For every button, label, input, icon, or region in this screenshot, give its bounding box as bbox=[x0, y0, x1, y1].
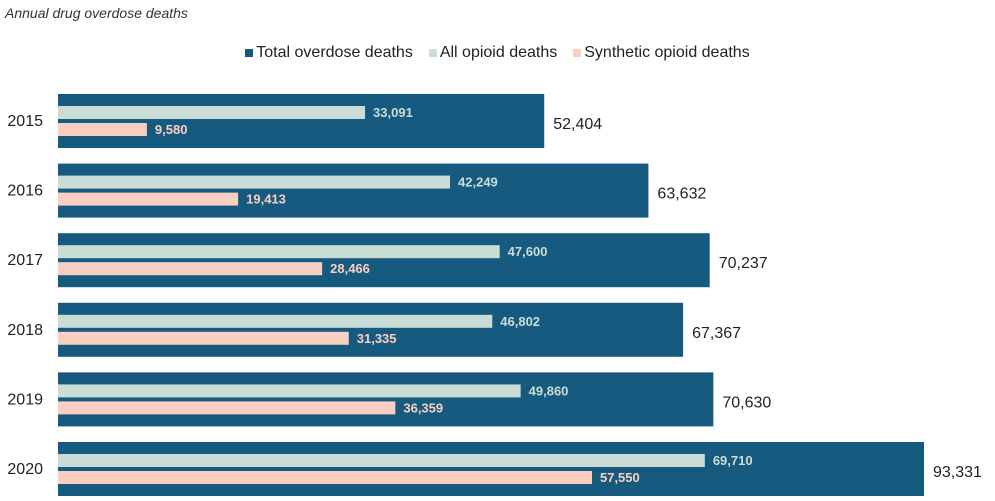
bar-all-opioid-2017 bbox=[58, 245, 500, 259]
legend-swatch-total bbox=[245, 49, 254, 57]
bar-total-2016 bbox=[58, 163, 649, 218]
data-label-all-opioid-2015: 33,091 bbox=[373, 105, 413, 120]
data-label-total-2015: 52,404 bbox=[553, 116, 602, 133]
y-tick-label-2017: 2017 bbox=[7, 252, 43, 269]
bar-all-opioid-2015 bbox=[58, 106, 366, 119]
bar-all-opioid-2016 bbox=[58, 175, 451, 189]
data-label-all-opioid-2019: 49,860 bbox=[529, 383, 569, 398]
data-label-synthetic-2018: 31,335 bbox=[357, 331, 397, 346]
bar-all-opioid-2018 bbox=[58, 314, 493, 328]
chart-title: Annual drug overdose deaths bbox=[5, 5, 188, 21]
data-label-synthetic-2015: 9,580 bbox=[155, 122, 188, 137]
bar-total-2018 bbox=[58, 302, 684, 357]
legend-label-all-opioid: All opioid deaths bbox=[439, 44, 558, 61]
data-label-total-2016: 63,632 bbox=[657, 186, 706, 203]
bar-total-2020 bbox=[58, 442, 924, 496]
y-tick-label-2016: 2016 bbox=[7, 183, 43, 200]
data-label-all-opioid-2018: 46,802 bbox=[500, 314, 540, 329]
legend-item-total: Total overdose deaths bbox=[245, 44, 413, 62]
bar-synthetic-2017 bbox=[58, 262, 323, 276]
y-tick-label-2020: 2020 bbox=[7, 461, 43, 478]
bar-synthetic-2020 bbox=[58, 471, 592, 484]
data-label-total-2017: 70,237 bbox=[719, 255, 768, 272]
chart-legend: Total overdose deaths All opioid deaths … bbox=[0, 44, 995, 62]
bar-total-2015 bbox=[58, 94, 545, 148]
y-tick-label-2019: 2019 bbox=[7, 391, 43, 408]
bar-total-2017 bbox=[58, 233, 710, 288]
legend-item-all-opioid: All opioid deaths bbox=[428, 44, 558, 62]
data-label-synthetic-2017: 28,466 bbox=[330, 261, 370, 276]
data-label-total-2018: 67,367 bbox=[692, 325, 741, 342]
legend-swatch-synthetic bbox=[573, 49, 582, 57]
bar-synthetic-2015 bbox=[58, 123, 147, 136]
data-label-all-opioid-2016: 42,249 bbox=[458, 175, 498, 190]
bar-total-2019 bbox=[58, 372, 714, 427]
data-label-all-opioid-2020: 69,710 bbox=[713, 453, 753, 468]
data-label-total-2020: 93,331 bbox=[933, 464, 982, 481]
data-label-total-2019: 70,630 bbox=[722, 394, 771, 411]
bar-all-opioid-2019 bbox=[58, 384, 521, 398]
legend-swatch-all-opioid bbox=[428, 49, 437, 57]
y-tick-label-2018: 2018 bbox=[7, 322, 43, 339]
data-label-synthetic-2019: 36,359 bbox=[403, 400, 443, 415]
y-tick-label-2015: 2015 bbox=[7, 113, 43, 130]
legend-item-synthetic: Synthetic opioid deaths bbox=[573, 44, 750, 62]
bar-synthetic-2018 bbox=[58, 331, 349, 345]
bar-synthetic-2016 bbox=[58, 192, 239, 206]
data-label-all-opioid-2017: 47,600 bbox=[508, 244, 548, 259]
data-label-synthetic-2016: 19,413 bbox=[246, 192, 286, 207]
data-label-synthetic-2020: 57,550 bbox=[600, 470, 640, 485]
legend-label-total: Total overdose deaths bbox=[256, 44, 413, 61]
legend-label-synthetic: Synthetic opioid deaths bbox=[584, 44, 750, 61]
bar-all-opioid-2020 bbox=[58, 454, 705, 467]
bar-synthetic-2019 bbox=[58, 401, 396, 415]
